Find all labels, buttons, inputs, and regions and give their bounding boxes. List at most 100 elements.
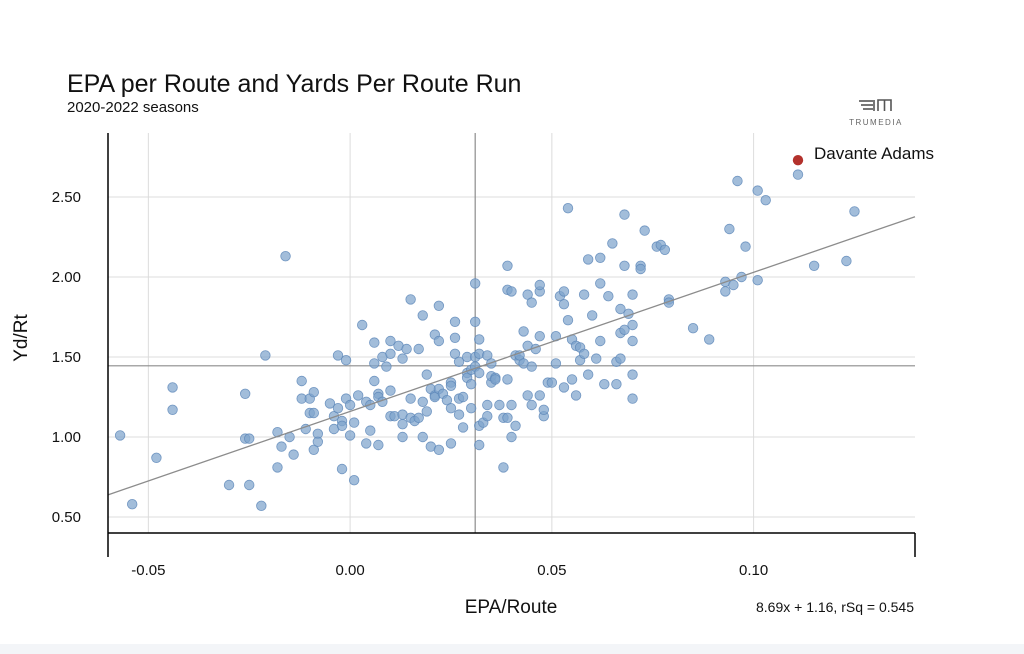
data-point [635,263,646,275]
data-point [550,358,562,369]
data-point [619,209,630,220]
data-point [582,369,594,380]
data-point [127,499,138,510]
data-point [445,438,457,449]
data-point [728,279,739,291]
data-point [340,355,352,366]
grid [108,133,915,533]
tick-labels: 0.50 1.00 1.50 2.00 2.50 -0.05 0.00 0.05 0.10 [52,189,768,579]
data-point [465,403,477,414]
data-point [570,390,582,401]
chart-subtitle: 2020-2022 seasons [67,99,199,116]
data-point [792,169,804,180]
data-point [332,403,344,414]
data-point [627,289,638,300]
data-point [421,406,432,417]
data-point [369,358,380,369]
trumedia-logo-icon [859,99,892,111]
data-point [312,436,324,448]
data-point [619,260,630,272]
data-point [373,439,384,451]
data-point [397,353,408,364]
data-point [518,326,529,337]
data-point [808,260,820,272]
data-point [417,396,428,408]
data-point [849,206,860,217]
x-tick-label: -0.05 [131,562,165,579]
data-point [526,297,537,308]
y-axis-title: Yd/Rt [11,314,32,362]
x-tick-label: 0.00 [335,562,364,579]
data-point [534,390,545,401]
data-point [502,412,513,424]
data-point [599,379,610,390]
data-point [433,300,445,312]
data-point [308,407,319,419]
data-point [457,391,469,403]
data-point [272,462,283,473]
data-point [348,475,360,486]
data-point [260,350,271,361]
data-point [308,387,319,398]
data-point [352,390,364,401]
data-point [417,310,428,321]
highlight-point [792,155,804,166]
data-point [344,430,356,441]
data-point [151,452,162,464]
data-point [595,252,606,263]
data-point [413,343,424,355]
data-point [558,382,570,393]
data-point [167,382,178,393]
x-tick-label: 0.05 [537,562,566,579]
data-point [357,319,368,331]
y-tick-label: 2.50 [52,189,81,206]
trumedia-logo: TRUMEDIA [836,98,916,127]
data-point [482,411,493,422]
data-point [558,286,570,297]
data-point [522,390,533,401]
data-point [595,278,606,289]
data-point [534,279,545,291]
data-point [449,316,461,328]
data-point [465,379,477,390]
data-point [469,278,481,289]
data-point [361,438,372,449]
data-point [256,500,267,512]
data-point [469,316,481,328]
data-point [502,374,513,385]
data-point [385,335,396,347]
data-point [760,194,771,206]
data-point [405,294,416,305]
data-point [510,420,521,432]
data-point [280,251,291,262]
data-point [397,431,408,443]
data-point [752,185,763,196]
data-point [595,335,606,347]
data-points [114,169,860,512]
data-point [607,238,618,249]
data-point [752,275,763,286]
data-point [615,303,626,315]
data-point [296,375,307,387]
data-point [457,422,469,433]
data-point [566,374,578,385]
data-point [348,417,360,428]
data-point [288,449,299,460]
data-point [639,225,650,236]
highlight-layer: Davante Adams [792,144,934,166]
data-point [704,334,715,345]
data-point [474,439,485,451]
data-point [506,399,517,411]
data-point [611,379,622,390]
trendline-layer [107,216,916,496]
data-point [526,399,537,411]
data-point [369,337,380,348]
data-point [474,367,485,379]
data-point [167,404,178,416]
data-point [385,348,396,360]
data-point [449,332,461,344]
data-point [687,323,699,334]
data-point [421,369,432,380]
data-point [332,350,344,361]
